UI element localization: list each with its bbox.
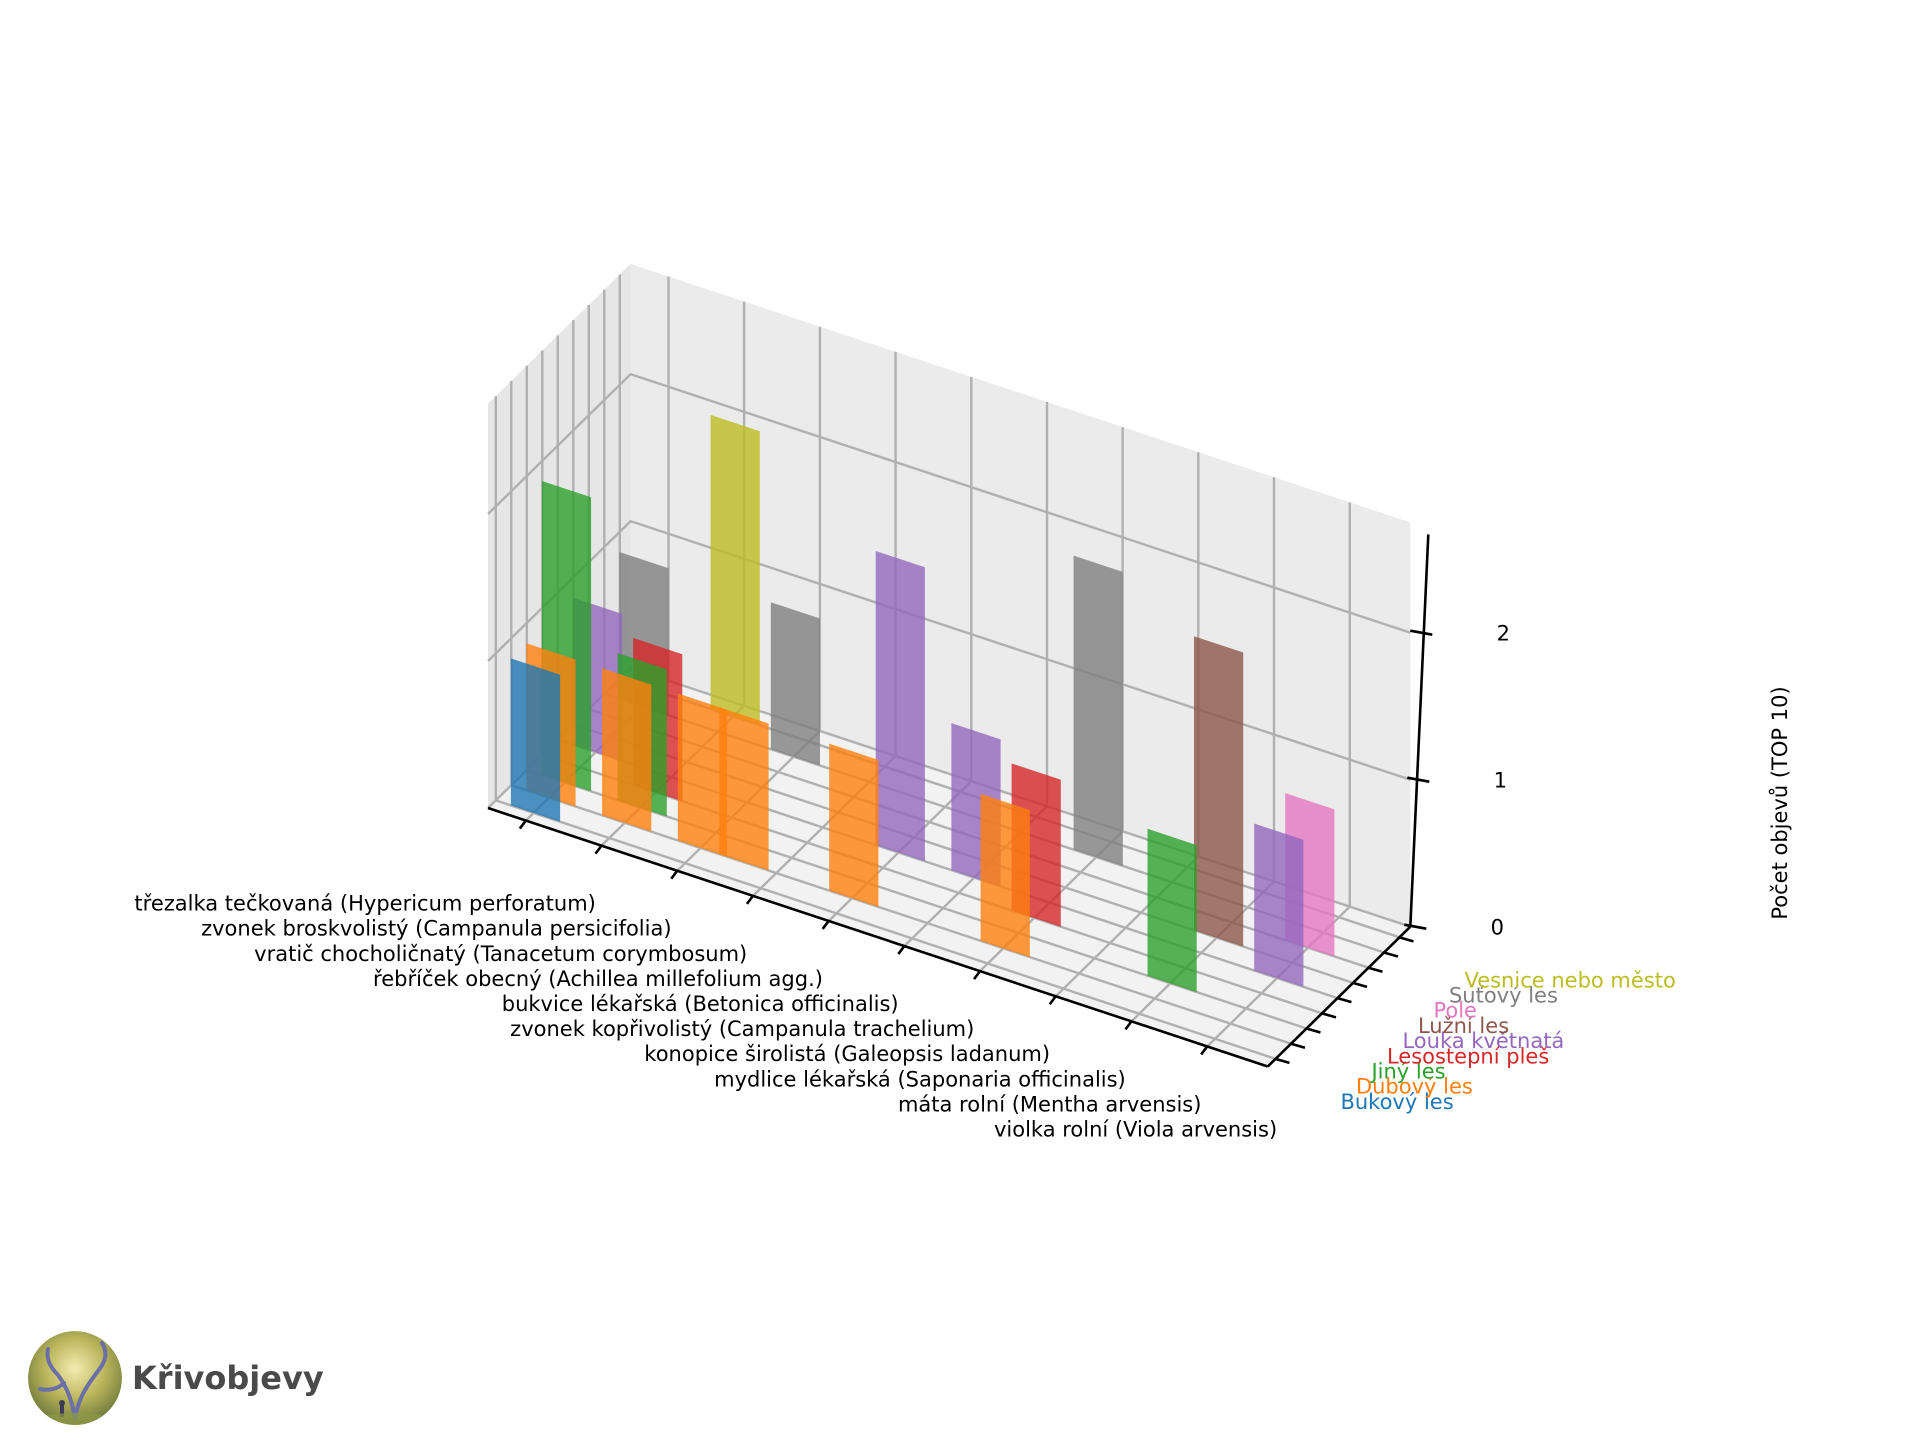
species-tick <box>897 945 906 955</box>
species-tick <box>973 970 982 980</box>
brand: Křivobjevy <box>28 1330 324 1426</box>
bar <box>677 693 727 857</box>
bar <box>1194 636 1244 947</box>
habitat-tick <box>1275 1057 1290 1065</box>
species-tick-label: zvonek kopřivolistý (Campanula tracheliu… <box>510 1017 974 1041</box>
habitat-tick <box>1306 1027 1321 1034</box>
species-tick <box>821 920 830 930</box>
species-tick-label: zvonek broskvolistý (Campanula persicifo… <box>201 917 671 941</box>
bar <box>1254 823 1304 987</box>
value-axis-line <box>1409 534 1430 927</box>
bar <box>719 707 769 871</box>
bar <box>1147 828 1197 993</box>
bar <box>770 602 820 766</box>
grid-line-value <box>487 519 1411 781</box>
species-tick-label: violka rolní (Viola arvensis) <box>994 1117 1277 1141</box>
species-tick <box>594 844 603 855</box>
species-tick-label: konopice širolistá (Galeopsis ladanum) <box>644 1042 1050 1066</box>
species-tick-label: řebříček obecný (Achillea millefolium ag… <box>373 967 823 991</box>
species-tick-label: mydlice lékařská (Saponaria officinalis) <box>714 1067 1126 1091</box>
habitat-tick <box>1383 951 1399 958</box>
species-tick <box>1048 995 1057 1006</box>
habitat-tick-label: Vesnice nebo město <box>1464 968 1675 992</box>
species-tick <box>745 895 754 905</box>
bar-series <box>510 414 1335 993</box>
species-tick <box>670 869 679 880</box>
species-tick <box>1124 1020 1133 1031</box>
bar <box>602 668 652 832</box>
value-tick <box>1407 776 1430 783</box>
species-tick <box>1200 1045 1209 1056</box>
species-tick-label: třezalka tečkovaná (Hypericum perforatum… <box>134 892 595 916</box>
habitat-tick-label: Lesostepní pleš <box>1387 1044 1549 1068</box>
species-axis-line <box>487 806 1269 1068</box>
habitat-tick-label: Jiný les <box>1369 1060 1445 1084</box>
brand-name: Křivobjevy <box>132 1359 324 1397</box>
z-axis-label: Počet objevů (TOP 10) <box>1768 686 1792 919</box>
habitat-tick <box>1399 936 1414 943</box>
axis-lines <box>487 534 1433 1068</box>
value-tick-label: 0 <box>1491 916 1504 940</box>
grid-line-value <box>487 372 1411 634</box>
species-tick-label: bukvice lékařská (Betonica officinalis) <box>502 992 899 1016</box>
bar <box>980 793 1030 958</box>
bar <box>1073 555 1123 866</box>
habitat-tick-label: Lužní les <box>1418 1014 1509 1038</box>
bar <box>829 743 879 907</box>
bar <box>710 414 760 726</box>
value-tick <box>1404 923 1427 930</box>
axis-labels: třezalka tečkovaná (Hypericum perforatum… <box>134 622 1675 1142</box>
habitat-tick <box>1290 1042 1306 1049</box>
habitat-tick <box>1337 996 1352 1004</box>
bar <box>875 551 925 862</box>
value-tick-label: 1 <box>1494 769 1507 793</box>
forest-tree-logo-icon <box>28 1331 122 1425</box>
habitat-tick-label: Louka květnatá <box>1402 1029 1564 1053</box>
habitat-tick-label: Suťový les <box>1449 984 1558 1008</box>
habitat-tick-label: Pole <box>1433 999 1477 1023</box>
habitat-tick-label: Bukový les <box>1340 1090 1453 1114</box>
species-tick <box>518 819 527 830</box>
habitat-tick <box>1321 1012 1337 1019</box>
habitat-tick <box>1368 966 1383 973</box>
habitat-tick-label: Dubový les <box>1356 1075 1473 1099</box>
species-tick-label: máta rolní (Mentha arvensis) <box>898 1092 1201 1116</box>
habitat-tick <box>1352 981 1368 989</box>
value-tick <box>1410 629 1433 636</box>
species-tick-label: vratič chocholičnatý (Tanacetum corymbos… <box>254 942 747 966</box>
value-tick-label: 2 <box>1497 622 1510 646</box>
bar <box>510 658 561 822</box>
